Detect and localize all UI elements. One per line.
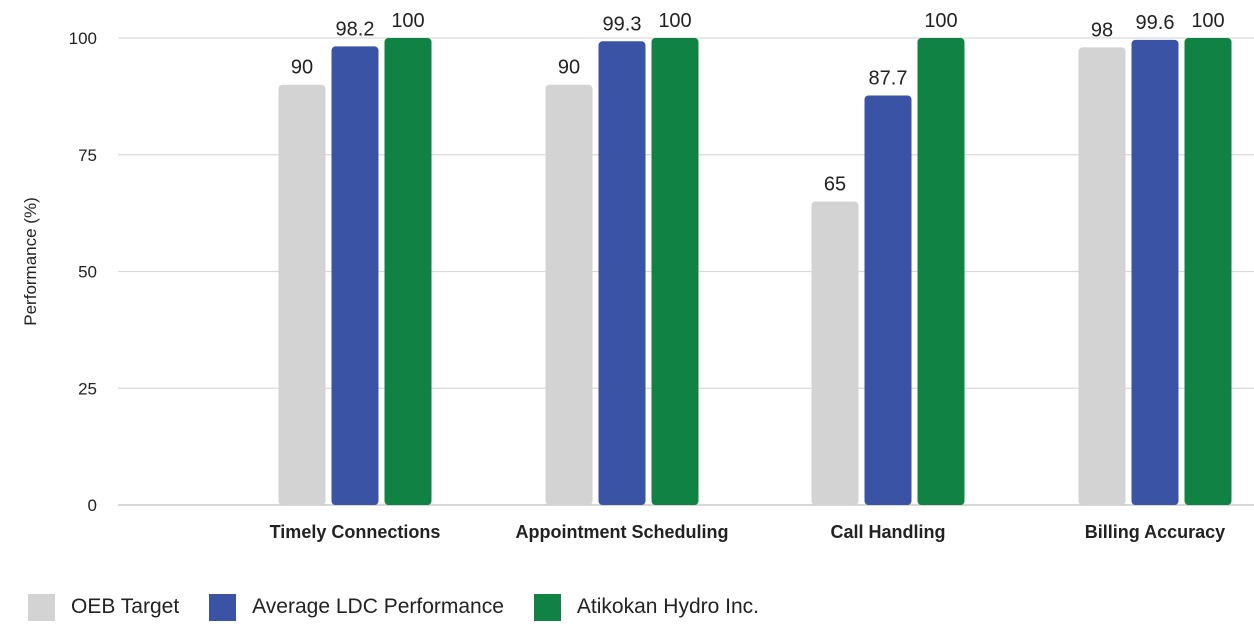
data-label: 90 xyxy=(291,57,313,79)
bar xyxy=(917,38,965,505)
data-label: 100 xyxy=(1191,10,1224,32)
chart-legend: OEB Target Average LDC Performance Atikoka… xyxy=(28,592,789,622)
bar xyxy=(278,84,326,505)
legend-swatch xyxy=(533,593,561,621)
data-label: 65 xyxy=(824,173,846,195)
bar-chart: 0 25 50 75 100 Performance (%) 90 98.2 100 Timely… xyxy=(21,10,1254,542)
y-tick-label: 75 xyxy=(78,146,97,165)
data-label: 99.6 xyxy=(1136,12,1175,34)
legend-label: OEB Target xyxy=(71,595,180,618)
data-label: 87.7 xyxy=(869,67,908,89)
x-category-label: Call Handling xyxy=(830,522,945,542)
bar xyxy=(1131,39,1179,505)
bar xyxy=(598,41,646,505)
y-tick-label: 25 xyxy=(78,379,97,398)
data-label: 98 xyxy=(1091,19,1113,41)
bar xyxy=(384,38,432,505)
y-axis-label: Performance (%) xyxy=(21,197,40,325)
x-category-label: Timely Connections xyxy=(270,522,441,542)
data-label: 100 xyxy=(924,10,957,32)
bar xyxy=(811,201,859,505)
bar xyxy=(651,38,699,505)
bar xyxy=(331,46,379,505)
data-label: 99.3 xyxy=(603,13,642,35)
x-category-label: Appointment Scheduling xyxy=(516,522,729,542)
data-label: 100 xyxy=(658,10,691,32)
legend-item: Atikokan Hydro Inc. xyxy=(533,593,759,621)
y-tick-label: 0 xyxy=(88,496,97,515)
legend-item: Average LDC Performance xyxy=(209,593,504,621)
y-tick-label: 50 xyxy=(78,263,97,282)
legend-item: OEB Target xyxy=(28,593,180,621)
legend-swatch xyxy=(28,593,55,621)
legend-label: Average LDC Performance xyxy=(252,595,504,618)
bar xyxy=(1078,47,1126,506)
x-category-label: Billing Accuracy xyxy=(1085,522,1225,542)
data-label: 98.2 xyxy=(336,18,375,40)
y-tick-label: 100 xyxy=(69,29,97,48)
bar xyxy=(864,95,912,505)
data-label: 100 xyxy=(391,10,424,32)
bar xyxy=(1184,38,1232,505)
bar xyxy=(545,84,593,505)
legend-swatch xyxy=(209,593,237,621)
legend-label: Atikokan Hydro Inc. xyxy=(576,595,759,618)
data-label: 90 xyxy=(558,57,580,79)
